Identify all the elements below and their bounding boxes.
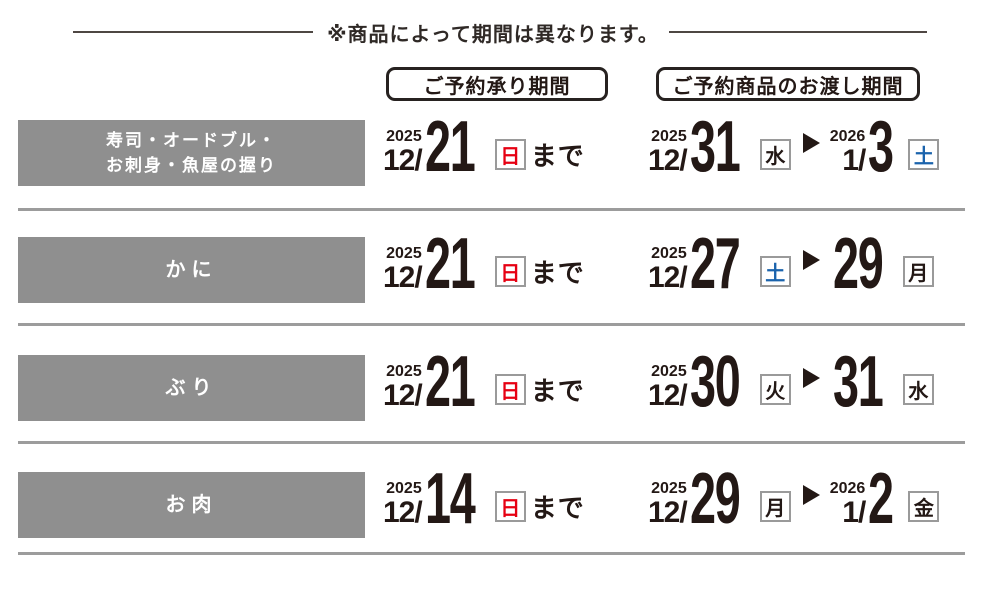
month: 12/ bbox=[383, 379, 423, 412]
day-number: 31 bbox=[689, 107, 741, 187]
day-number: 21 bbox=[424, 342, 476, 422]
weekday-box: 日 bbox=[494, 139, 526, 170]
weekday-box: 金 bbox=[908, 491, 940, 522]
day-number: 29 bbox=[689, 459, 741, 539]
day-number: 14 bbox=[424, 459, 476, 539]
table-row: ぶり 2025 12/ 21 日 まで 2025 12/ 30 火 31 水 bbox=[0, 346, 1000, 421]
year: 2026 bbox=[829, 128, 866, 145]
weekday-box: 日 bbox=[494, 491, 526, 522]
weekday-box: 土 bbox=[908, 139, 940, 170]
month: 12/ bbox=[383, 144, 423, 177]
month: 12/ bbox=[648, 144, 688, 177]
category-label-buri: ぶり bbox=[18, 355, 365, 421]
day-number: 31 bbox=[832, 342, 884, 422]
category-label-sushi: 寿司・オードブル・ お刺身・魚屋の握り bbox=[18, 120, 365, 186]
year-month: 2025 12/ bbox=[383, 245, 423, 300]
table-row: お肉 2025 12/ 14 日 まで 2025 12/ 29 月 2026 1… bbox=[0, 463, 1000, 538]
row-separator bbox=[18, 323, 965, 326]
category-line: お刺身・魚屋の握り bbox=[106, 156, 277, 175]
day-number: 27 bbox=[689, 224, 741, 304]
month: 12/ bbox=[648, 496, 688, 529]
category-label-kani: かに bbox=[18, 237, 365, 303]
note-left-rule bbox=[73, 31, 314, 33]
year-month: 2026 1/ bbox=[829, 480, 867, 535]
row-separator bbox=[18, 552, 965, 555]
day-number: 21 bbox=[424, 224, 476, 304]
handover-dates: 2025 12/ 30 火 31 水 bbox=[648, 346, 934, 418]
year-month: 2025 12/ bbox=[383, 128, 423, 183]
year: 2025 bbox=[651, 363, 687, 380]
arrow-right-icon bbox=[802, 368, 820, 388]
month: 1/ bbox=[842, 144, 866, 177]
arrow-right-icon bbox=[802, 485, 820, 505]
year-month: 2025 12/ bbox=[648, 363, 688, 418]
weekday-box: 土 bbox=[759, 256, 791, 287]
header-reservation-period: ご予約承り期間 bbox=[386, 67, 608, 101]
weekday-box: 水 bbox=[759, 139, 791, 170]
category-line: ぶり bbox=[165, 377, 218, 399]
header-reservation-label: ご予約承り期間 bbox=[423, 75, 571, 98]
year-month: 2025 12/ bbox=[648, 245, 688, 300]
day-number: 2 bbox=[868, 459, 894, 539]
weekday-box: 日 bbox=[494, 374, 526, 405]
year: 2026 bbox=[829, 480, 866, 497]
row-separator bbox=[18, 441, 965, 444]
year-month: 2025 12/ bbox=[383, 363, 423, 418]
note-text: ※商品によって期間は異なります。 bbox=[327, 23, 659, 46]
arrow-right-icon bbox=[802, 133, 820, 153]
row-separator bbox=[18, 208, 965, 211]
year-month: 2025 12/ bbox=[383, 480, 423, 535]
category-line: 寿司・オードブル・ bbox=[106, 130, 277, 150]
until-label: まで bbox=[530, 141, 585, 171]
weekday-box: 火 bbox=[759, 374, 791, 405]
month: 12/ bbox=[383, 261, 423, 294]
reservation-dates: 2025 12/ 21 日 まで bbox=[383, 228, 585, 300]
weekday-box: 月 bbox=[902, 256, 934, 287]
year-month: 2026 1/ bbox=[829, 128, 867, 183]
reservation-dates: 2025 12/ 21 日 まで bbox=[383, 111, 585, 183]
header-handover-period: ご予約商品のお渡し期間 bbox=[656, 67, 920, 101]
year-month: 2025 12/ bbox=[648, 480, 688, 535]
reservation-dates: 2025 12/ 14 日 まで bbox=[383, 463, 585, 535]
year: 2025 bbox=[386, 480, 422, 497]
month: 12/ bbox=[648, 379, 688, 412]
weekday-box: 日 bbox=[494, 256, 526, 287]
handover-dates: 2025 12/ 27 土 29 月 bbox=[648, 228, 934, 300]
until-label: まで bbox=[530, 376, 585, 406]
weekday-box: 月 bbox=[759, 491, 791, 522]
category-line: かに bbox=[165, 259, 218, 281]
day-number: 3 bbox=[868, 107, 894, 187]
period-note: ※商品によって期間は異なります。 bbox=[0, 16, 1000, 48]
day-number: 29 bbox=[832, 224, 884, 304]
weekday-box: 水 bbox=[902, 374, 934, 405]
arrow-right-icon bbox=[802, 250, 820, 270]
month: 1/ bbox=[842, 496, 866, 529]
year: 2025 bbox=[651, 128, 687, 145]
reservation-dates: 2025 12/ 21 日 まで bbox=[383, 346, 585, 418]
note-right-rule bbox=[668, 31, 927, 33]
day-number: 21 bbox=[424, 107, 476, 187]
category-label-oniku: お肉 bbox=[18, 472, 365, 538]
handover-dates: 2025 12/ 31 水 2026 1/ 3 土 bbox=[648, 107, 940, 187]
year: 2025 bbox=[386, 363, 422, 380]
until-label: まで bbox=[530, 493, 585, 523]
year: 2025 bbox=[651, 245, 687, 262]
year: 2025 bbox=[386, 245, 422, 262]
year: 2025 bbox=[386, 128, 422, 145]
year: 2025 bbox=[651, 480, 687, 497]
table-row: 寿司・オードブル・ お刺身・魚屋の握り 2025 12/ 21 日 まで 202… bbox=[0, 111, 1000, 186]
month: 12/ bbox=[383, 496, 423, 529]
handover-dates: 2025 12/ 29 月 2026 1/ 2 金 bbox=[648, 459, 940, 539]
year-month: 2025 12/ bbox=[648, 128, 688, 183]
header-handover-label: ご予約商品のお渡し期間 bbox=[672, 75, 904, 98]
day-number: 30 bbox=[689, 342, 741, 422]
until-label: まで bbox=[530, 258, 585, 288]
category-line: お肉 bbox=[165, 494, 218, 516]
table-row: かに 2025 12/ 21 日 まで 2025 12/ 27 土 29 月 bbox=[0, 228, 1000, 303]
month: 12/ bbox=[648, 261, 688, 294]
